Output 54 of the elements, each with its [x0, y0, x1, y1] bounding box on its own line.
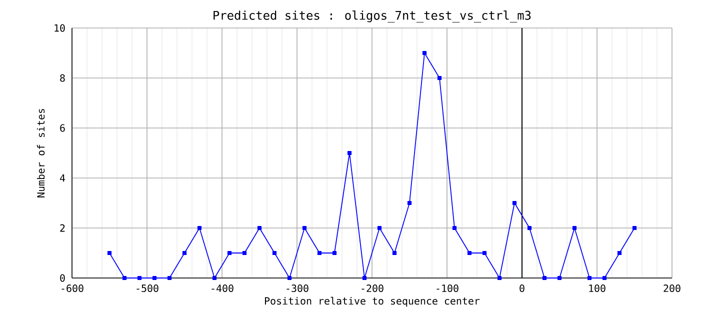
- x-tick-label: -600: [62, 284, 84, 292]
- x-tick-label: -100: [436, 284, 458, 292]
- point: [137, 276, 142, 280]
- point: [167, 276, 172, 280]
- point: [122, 276, 127, 280]
- point: [227, 250, 232, 256]
- point: [542, 276, 547, 280]
- point: [632, 226, 637, 230]
- x-tick-label: 100: [589, 284, 606, 292]
- point: [497, 276, 502, 280]
- point: [152, 276, 157, 280]
- point: [332, 250, 337, 256]
- point: [257, 226, 262, 230]
- point: [407, 200, 412, 206]
- x-tick-label: 0: [520, 284, 524, 292]
- point: [587, 276, 592, 280]
- x-tick-label: -500: [136, 284, 158, 292]
- point: [242, 250, 247, 256]
- y-tick-label: 2: [60, 224, 65, 232]
- point: [392, 250, 397, 256]
- point: [287, 276, 292, 280]
- point: [602, 276, 607, 280]
- y-tick-label: 0: [60, 274, 65, 282]
- y-tick-label: 4: [60, 174, 66, 182]
- point: [107, 250, 112, 256]
- x-tick-label: -200: [362, 284, 384, 292]
- point: [482, 250, 487, 256]
- x-axis-title: Position relative to sequence center: [264, 296, 480, 307]
- point: [467, 250, 472, 256]
- point: [452, 226, 457, 230]
- point: [362, 276, 367, 280]
- point: [617, 250, 622, 256]
- point: [572, 226, 577, 230]
- point: [377, 226, 382, 230]
- y-tick-label: 8: [60, 74, 65, 82]
- point: [347, 150, 352, 156]
- point: [212, 276, 217, 280]
- point: [557, 276, 562, 280]
- point: [527, 226, 532, 230]
- point: [422, 50, 427, 56]
- x-tick-label: -400: [212, 284, 234, 292]
- point: [197, 226, 202, 230]
- y-tick-label: 6: [60, 124, 65, 132]
- x-tick-label: 200: [664, 284, 680, 292]
- y-tick-label: 10: [54, 24, 65, 32]
- point: [182, 250, 187, 256]
- point: [437, 76, 442, 80]
- chart-title: Predicted sites : oligos_7nt_test_vs_ctrl_m3: [214, 10, 531, 22]
- point: [302, 226, 307, 230]
- point: [317, 250, 322, 256]
- point: [272, 250, 277, 256]
- x-tick-label: -300: [286, 284, 308, 292]
- y-axis-title: Number of sites: [36, 109, 45, 198]
- point: [512, 200, 517, 206]
